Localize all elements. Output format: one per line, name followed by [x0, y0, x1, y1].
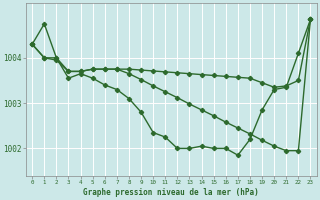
X-axis label: Graphe pression niveau de la mer (hPa): Graphe pression niveau de la mer (hPa): [84, 188, 259, 197]
